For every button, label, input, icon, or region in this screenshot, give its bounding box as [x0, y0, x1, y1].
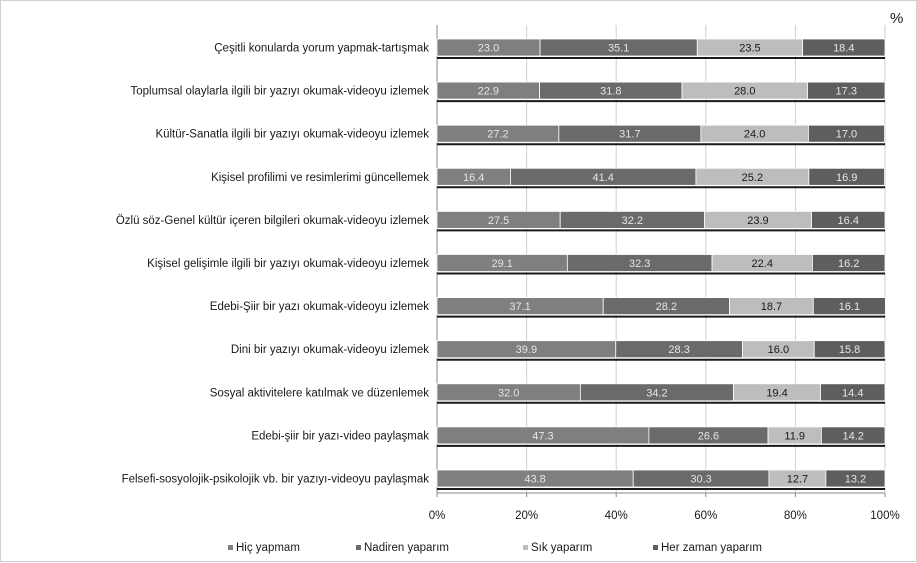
data-label: 32.0 — [498, 387, 519, 399]
data-label: 16.1 — [839, 301, 860, 313]
data-label: 43.8 — [524, 474, 545, 486]
data-label: 17.0 — [836, 129, 857, 141]
legend-swatch — [228, 545, 233, 550]
data-label: 31.7 — [619, 129, 640, 141]
data-label: 23.9 — [747, 215, 768, 227]
legend-label: Sık yaparım — [531, 542, 592, 554]
category-label: Özlü söz-Genel kültür içeren bilgileri o… — [116, 215, 429, 227]
bar-segment — [807, 81, 886, 100]
data-label: 16.4 — [463, 172, 484, 184]
data-label: 18.4 — [833, 43, 854, 55]
data-label: 41.4 — [592, 172, 613, 184]
legend-label: Hiç yapmam — [236, 542, 300, 554]
legend-swatch — [653, 545, 658, 550]
category-label: Edebi-Şiir bir yazı okumak-videoyu izlem… — [210, 301, 429, 313]
category-label: Kişisel gelişimle ilgili bir yazıyı okum… — [147, 258, 429, 270]
category-label: Toplumsal olaylarla ilgili bir yazıyı ok… — [131, 86, 430, 98]
category-label: Çeşitli konularda yorum yapmak-tartışmak — [214, 43, 429, 55]
data-label: 16.9 — [836, 172, 857, 184]
data-label: 14.2 — [842, 430, 863, 442]
data-label: 16.0 — [768, 344, 789, 356]
data-label: 30.3 — [690, 474, 711, 486]
bars: 23.0 35.1 23.5 18.4 22.9 31.8 28.0 17.3 27.2 31.7… — [436, 38, 886, 490]
legend-swatch — [523, 545, 528, 550]
legend-label: Nadiren yaparım — [364, 542, 449, 554]
data-label: 12.7 — [787, 474, 808, 486]
data-label: 27.5 — [488, 215, 509, 227]
data-label: 23.0 — [478, 43, 499, 55]
data-label: 28.0 — [734, 86, 755, 98]
data-label: 11.9 — [784, 430, 805, 442]
bar-segment — [820, 426, 886, 445]
data-label: 47.3 — [532, 430, 553, 442]
data-label: 15.8 — [839, 344, 860, 356]
category-label: Dini bir yazıyı okumak-videoyu izlemek — [231, 344, 429, 356]
data-label: 32.2 — [622, 215, 643, 227]
data-label: 31.8 — [600, 86, 621, 98]
bar-segment — [808, 167, 885, 186]
tick-label: 60% — [694, 510, 717, 522]
data-label: 28.3 — [668, 344, 689, 356]
tick-label: 0% — [429, 510, 446, 522]
tick-label: 80% — [784, 510, 807, 522]
data-label: 35.1 — [608, 43, 629, 55]
data-label: 16.2 — [838, 258, 859, 270]
legend-label: Her zaman yaparım — [661, 542, 762, 554]
bar-segment — [820, 383, 886, 402]
data-label: 32.3 — [629, 258, 650, 270]
tick-label: 100% — [870, 510, 899, 522]
data-label: 16.4 — [838, 215, 859, 227]
category-labels: Çeşitli konularda yorum yapmak-tartışmak… — [116, 43, 429, 486]
bar-segment — [811, 210, 886, 229]
data-label: 27.2 — [487, 129, 508, 141]
tick-label: 20% — [515, 510, 538, 522]
legend-swatch — [356, 545, 361, 550]
data-label: 39.9 — [516, 344, 537, 356]
data-label: 17.3 — [836, 86, 857, 98]
data-label: 25.2 — [742, 172, 763, 184]
bar-segment — [812, 297, 886, 316]
data-label: 29.1 — [491, 258, 512, 270]
category-label: Felsefi-sosyolojik-psikolojik vb. bir ya… — [122, 474, 430, 486]
tick-label: 40% — [605, 510, 628, 522]
x-axis-ticks: 0% 20% 40% 60% 80% 100% — [429, 510, 900, 522]
data-label: 24.0 — [744, 129, 765, 141]
category-label: Kültür-Sanatla ilgili bir yazıyı okumak-… — [155, 129, 429, 141]
bar-segment — [813, 340, 886, 359]
data-label: 13.2 — [845, 474, 866, 486]
unit-label: % — [890, 10, 903, 27]
data-label: 23.5 — [739, 43, 760, 55]
data-label: 37.1 — [509, 301, 530, 313]
data-label: 34.2 — [646, 387, 667, 399]
category-label: Edebi-şiir bir yazı-video paylaşmak — [251, 430, 429, 442]
data-label: 19.4 — [766, 387, 787, 399]
category-label: Sosyal aktivitelere katılmak ve düzenlem… — [210, 387, 429, 399]
data-label: 18.7 — [761, 301, 782, 313]
data-label: 28.2 — [656, 301, 677, 313]
data-label: 22.4 — [752, 258, 773, 270]
legend: Hiç yapmam Nadiren yaparım Sık yaparım Her … — [228, 542, 762, 554]
data-label: 26.6 — [698, 430, 719, 442]
bar-segment — [825, 469, 886, 488]
bar-segment — [802, 38, 886, 57]
data-label: 14.4 — [842, 387, 863, 399]
data-label: 22.9 — [478, 86, 499, 98]
bar-segment — [807, 124, 885, 143]
bar-segment — [812, 254, 886, 272]
category-label: Kişisel profilimi ve resimlerimi güncell… — [211, 172, 429, 184]
